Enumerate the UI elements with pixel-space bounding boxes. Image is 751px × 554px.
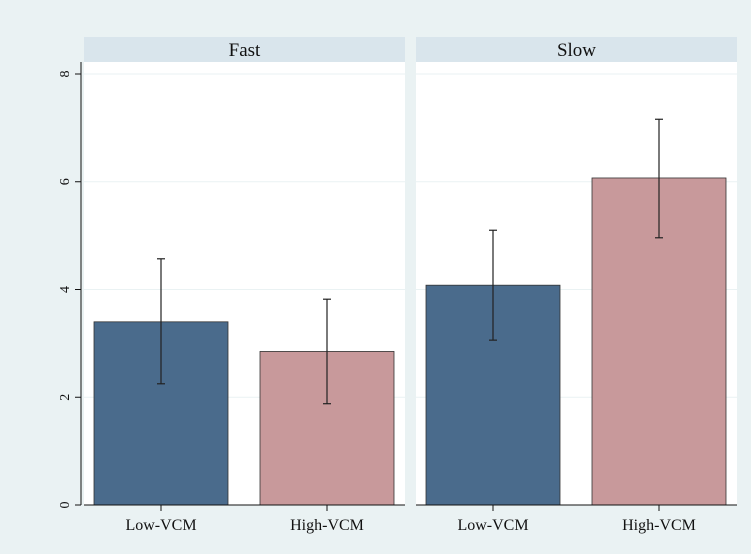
x-category-label: High-VCM — [622, 517, 696, 534]
x-category-label: Low-VCM — [125, 517, 196, 534]
y-axis: 0 2 4 6 8 — [58, 62, 82, 509]
x-category-label: Low-VCM — [457, 517, 528, 534]
panel-fast: Fast Low-VCM High-VCM — [84, 37, 405, 534]
y-tick-label: 4 — [58, 286, 73, 293]
panel-header — [416, 37, 737, 62]
y-tick-label: 0 — [58, 502, 73, 509]
panels: Fast Low-VCM High-VCM Slow Low-VCM High-VCM — [84, 37, 737, 534]
y-tick-label: 2 — [58, 394, 73, 401]
x-category-label: High-VCM — [290, 517, 364, 534]
panel-title: Slow — [557, 40, 596, 61]
y-tick-label: 6 — [58, 178, 73, 185]
panel-slow: Slow Low-VCM High-VCM — [416, 37, 737, 534]
y-tick-label: 8 — [58, 71, 73, 78]
panel-title: Fast — [229, 40, 261, 61]
chart-frame — [8, 9, 743, 546]
panel-header — [84, 37, 405, 62]
